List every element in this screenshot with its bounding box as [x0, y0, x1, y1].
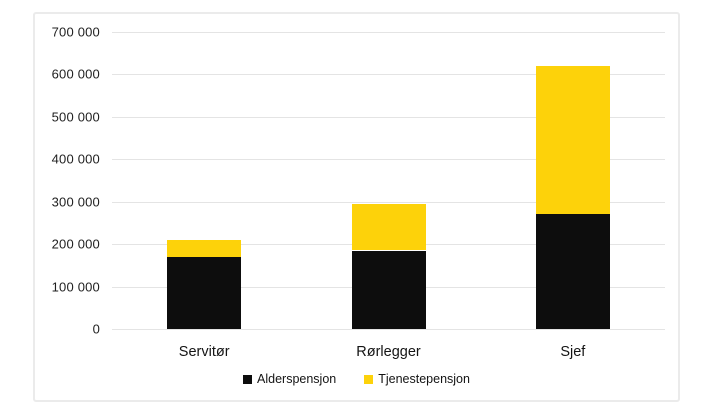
bar-segment-tjenestepensjon [167, 239, 242, 257]
legend-label-alderspensjon: Alderspensjon [257, 372, 337, 386]
x-axis-label: Sjef [560, 344, 586, 360]
legend-item-alderspensjon: Alderspensjon [243, 372, 336, 386]
bar-segment-tjenestepensjon [351, 203, 426, 251]
gridline [112, 32, 665, 33]
gridline [112, 74, 665, 76]
gridline [112, 159, 665, 161]
legend-swatch-alderspensjon [243, 374, 253, 384]
legend-label-tjenestepensjon: Tjenestepensjon [378, 372, 470, 386]
gridline [112, 201, 665, 203]
bar-segment-alderspensjon [167, 256, 242, 329]
x-axis-label: Rørlegger [356, 344, 421, 360]
bar-segment-alderspensjon [535, 214, 610, 329]
y-tick-label: 700 000 [51, 24, 100, 40]
y-tick-label: 100 000 [51, 279, 100, 295]
y-tick-label: 400 000 [51, 151, 100, 167]
legend-item-tjenestepensjon: Tjenestepensjon [364, 372, 470, 386]
gridline [112, 329, 665, 330]
y-tick-label: 0 [92, 321, 100, 337]
y-tick-label: 600 000 [51, 66, 100, 82]
y-tick-label: 300 000 [51, 194, 100, 210]
legend: Alderspensjon Tjenestepensjon [35, 372, 678, 386]
chart-card: 0 100 000 200 000 300 000 400 000 500 000 600 … [33, 12, 680, 402]
x-axis-label: Servitør [178, 344, 230, 360]
gridline [112, 116, 665, 118]
y-tick-label: 200 000 [51, 236, 100, 252]
bar-segment-tjenestepensjon [535, 65, 610, 215]
legend-swatch-tjenestepensjon [364, 374, 374, 384]
bar-segment-alderspensjon [351, 250, 426, 329]
y-tick-label: 500 000 [51, 109, 100, 125]
plot-area: 0 100 000 200 000 300 000 400 000 500 000 600 … [35, 14, 678, 400]
